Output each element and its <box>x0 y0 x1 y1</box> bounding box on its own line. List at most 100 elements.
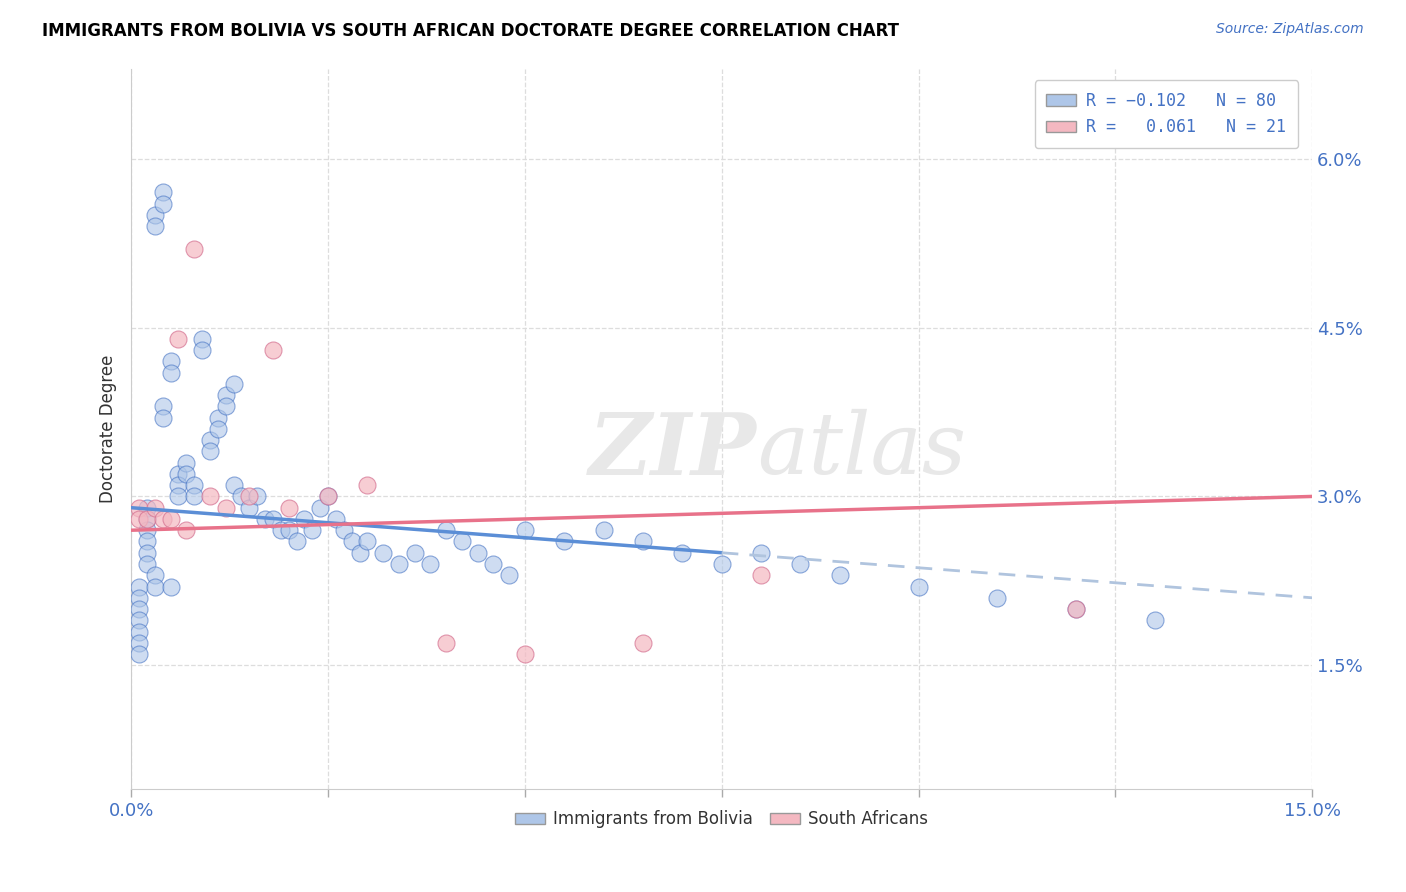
Point <box>349 546 371 560</box>
Point <box>136 512 159 526</box>
Point <box>143 500 166 515</box>
Point <box>285 534 308 549</box>
Point <box>333 523 356 537</box>
Point <box>419 557 441 571</box>
Point <box>128 591 150 605</box>
Point <box>136 512 159 526</box>
Point <box>246 490 269 504</box>
Point <box>215 500 238 515</box>
Point <box>231 490 253 504</box>
Point <box>1143 613 1166 627</box>
Point <box>373 546 395 560</box>
Point <box>404 546 426 560</box>
Point <box>749 568 772 582</box>
Point <box>356 534 378 549</box>
Point <box>631 636 654 650</box>
Point <box>128 636 150 650</box>
Point <box>198 444 221 458</box>
Point <box>671 546 693 560</box>
Point <box>434 636 457 650</box>
Point <box>789 557 811 571</box>
Point <box>143 568 166 582</box>
Point <box>207 422 229 436</box>
Point <box>128 512 150 526</box>
Text: IMMIGRANTS FROM BOLIVIA VS SOUTH AFRICAN DOCTORATE DEGREE CORRELATION CHART: IMMIGRANTS FROM BOLIVIA VS SOUTH AFRICAN… <box>42 22 900 40</box>
Point <box>159 512 181 526</box>
Y-axis label: Doctorate Degree: Doctorate Degree <box>100 355 117 503</box>
Point <box>513 523 536 537</box>
Text: Source: ZipAtlas.com: Source: ZipAtlas.com <box>1216 22 1364 37</box>
Point <box>277 500 299 515</box>
Point <box>128 500 150 515</box>
Point <box>176 523 198 537</box>
Point <box>270 523 292 537</box>
Point <box>198 490 221 504</box>
Point <box>1064 602 1087 616</box>
Point <box>143 219 166 234</box>
Point <box>238 490 260 504</box>
Point <box>128 647 150 661</box>
Point <box>215 388 238 402</box>
Legend: Immigrants from Bolivia, South Africans: Immigrants from Bolivia, South Africans <box>509 804 935 835</box>
Point <box>316 490 339 504</box>
Point <box>183 242 205 256</box>
Point <box>553 534 575 549</box>
Point <box>143 580 166 594</box>
Point <box>128 624 150 639</box>
Point <box>309 500 332 515</box>
Point <box>301 523 323 537</box>
Point <box>136 557 159 571</box>
Text: atlas: atlas <box>756 409 966 491</box>
Point <box>340 534 363 549</box>
Point <box>167 467 190 481</box>
Point <box>167 490 190 504</box>
Point <box>128 580 150 594</box>
Point <box>167 478 190 492</box>
Point <box>388 557 411 571</box>
Point <box>152 196 174 211</box>
Point <box>498 568 520 582</box>
Point <box>1064 602 1087 616</box>
Point <box>222 478 245 492</box>
Point <box>159 580 181 594</box>
Point <box>513 647 536 661</box>
Point <box>191 343 214 357</box>
Point <box>325 512 347 526</box>
Point <box>262 512 284 526</box>
Point <box>128 602 150 616</box>
Point <box>152 400 174 414</box>
Point <box>136 546 159 560</box>
Point <box>434 523 457 537</box>
Point <box>828 568 851 582</box>
Point <box>592 523 614 537</box>
Point <box>749 546 772 560</box>
Point <box>467 546 489 560</box>
Point <box>238 500 260 515</box>
Point <box>294 512 316 526</box>
Point <box>254 512 277 526</box>
Point <box>136 534 159 549</box>
Point <box>631 534 654 549</box>
Text: ZIP: ZIP <box>589 409 756 492</box>
Point <box>451 534 474 549</box>
Point <box>183 478 205 492</box>
Point <box>176 456 198 470</box>
Point <box>215 400 238 414</box>
Point <box>152 410 174 425</box>
Point <box>159 354 181 368</box>
Point <box>143 208 166 222</box>
Point <box>136 523 159 537</box>
Point <box>356 478 378 492</box>
Point <box>136 500 159 515</box>
Point <box>198 433 221 447</box>
Point <box>183 490 205 504</box>
Point <box>222 376 245 391</box>
Point <box>207 410 229 425</box>
Point <box>482 557 505 571</box>
Point <box>152 512 174 526</box>
Point <box>152 186 174 200</box>
Point <box>907 580 929 594</box>
Point <box>176 467 198 481</box>
Point <box>191 332 214 346</box>
Point <box>159 366 181 380</box>
